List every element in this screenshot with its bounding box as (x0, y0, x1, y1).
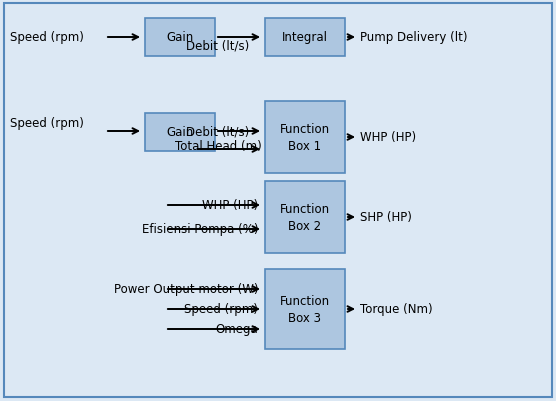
Text: Power Output motor (W): Power Output motor (W) (113, 283, 258, 296)
Bar (265, 269, 345, 349)
Text: Function
Box 2: Function Box 2 (280, 203, 330, 233)
Text: Pump Delivery (lt): Pump Delivery (lt) (360, 31, 468, 45)
Text: Speed (rpm): Speed (rpm) (10, 117, 84, 130)
Text: Function
Box 1: Function Box 1 (280, 123, 330, 153)
Bar (145, 114, 215, 152)
Text: WHP (HP): WHP (HP) (360, 131, 416, 144)
Text: Gain: Gain (166, 126, 193, 139)
Text: Integral: Integral (282, 31, 328, 45)
Bar (265, 102, 345, 174)
Bar (145, 19, 215, 57)
Text: Efisiensi Pompa (%): Efisiensi Pompa (%) (141, 223, 258, 236)
Text: Torque (Nm): Torque (Nm) (360, 303, 433, 316)
Text: WHP (HP): WHP (HP) (202, 199, 258, 212)
Text: Debit (lt/s): Debit (lt/s) (186, 39, 250, 53)
Text: SHP (HP): SHP (HP) (360, 211, 412, 224)
Bar (265, 19, 345, 57)
Text: Speed (rpm): Speed (rpm) (10, 31, 84, 45)
Text: Function
Box 3: Function Box 3 (280, 294, 330, 324)
Text: Gain: Gain (166, 31, 193, 45)
Bar (265, 182, 345, 253)
Text: Speed (rpm): Speed (rpm) (184, 303, 258, 316)
Text: Omega: Omega (215, 323, 258, 336)
Text: Total Head (m): Total Head (m) (175, 140, 261, 153)
Text: Debit (lt/s): Debit (lt/s) (186, 125, 250, 138)
